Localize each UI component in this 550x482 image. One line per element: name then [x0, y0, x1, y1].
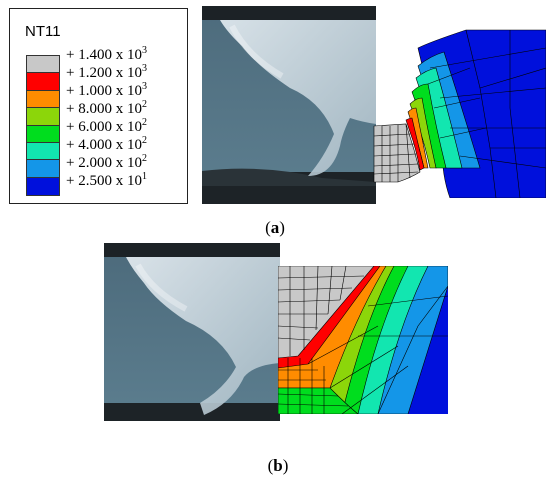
legend-label-1400: + 1.400 x 103: [66, 45, 147, 63]
legend-swatch-600: [27, 125, 59, 143]
legend-swatch-25: [27, 177, 59, 195]
legend-color-bar: [26, 55, 60, 196]
panel-b-micrograph: [104, 243, 280, 421]
legend-label-600: + 6.000 x 102: [66, 117, 147, 135]
legend-title: NT11: [25, 23, 61, 40]
legend-swatch-400: [27, 142, 59, 161]
legend-swatch-800: [27, 108, 59, 126]
legend-label-25: + 2.500 x 101: [66, 171, 147, 189]
panel-b-fe-mesh: [278, 266, 448, 414]
legend-swatch-1200: [27, 73, 59, 91]
temperature-legend: NT11 + 1.400 x 103 + 1.200 x 103 + 1.000…: [9, 8, 188, 204]
legend-swatch-1000: [27, 90, 59, 109]
legend-label-1200: + 1.200 x 103: [66, 63, 147, 81]
legend-label-200: + 2.000 x 102: [66, 153, 147, 171]
legend-swatch-200: [27, 160, 59, 178]
legend-label-1000: + 1.000 x 103: [66, 81, 147, 99]
legend-label-400: + 4.000 x 102: [66, 135, 147, 153]
legend-label-800: + 8.000 x 102: [66, 99, 147, 117]
caption-b: (b): [267, 456, 289, 475]
legend-swatch-1400: [27, 56, 59, 74]
caption-a: (a): [265, 218, 285, 237]
panel-a-micrograph: [202, 6, 376, 204]
panel-a-fe-mesh: [373, 29, 546, 198]
